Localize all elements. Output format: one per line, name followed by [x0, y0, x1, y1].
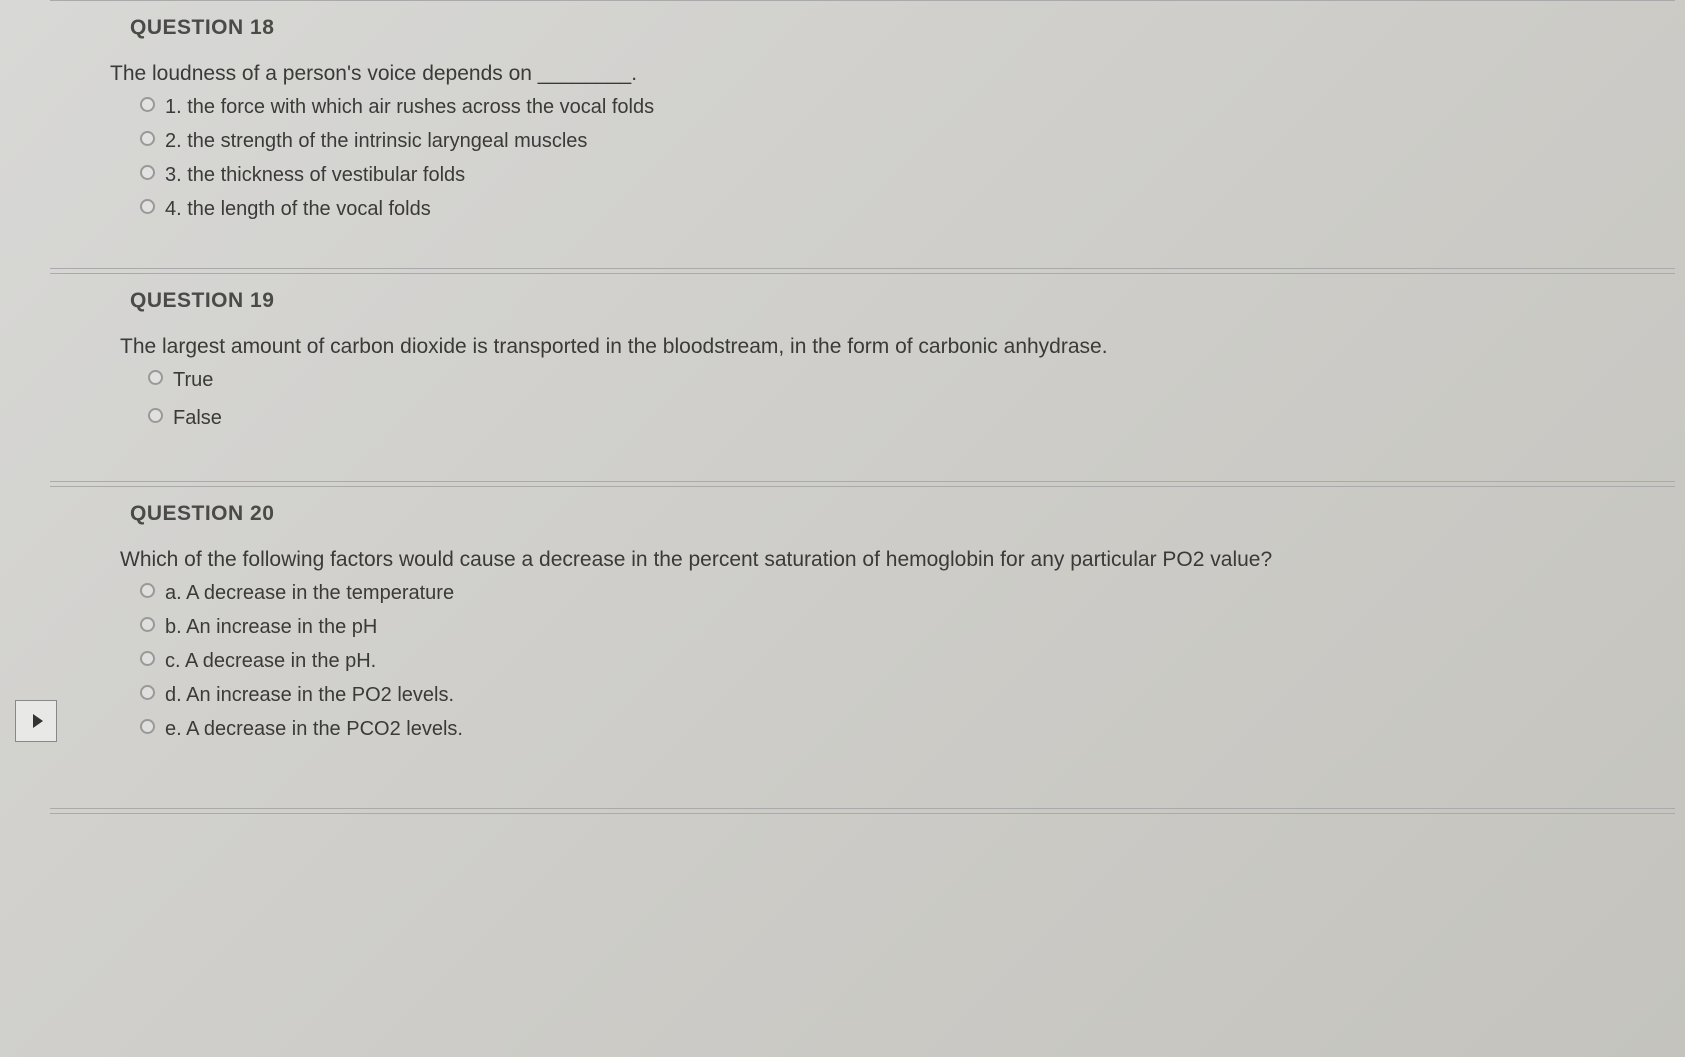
question-18-block: QUESTION 18 The loudness of a person's v… — [50, 1, 1675, 269]
option-label: e. A decrease in the PCO2 levels. — [165, 714, 463, 744]
option-item[interactable]: 2. the strength of the intrinsic larynge… — [140, 126, 1595, 156]
option-label: 4. the length of the vocal folds — [165, 194, 431, 224]
radio-icon[interactable] — [140, 617, 155, 632]
question-19-prompt: The largest amount of carbon dioxide is … — [120, 335, 1595, 359]
option-label: 3. the thickness of vestibular folds — [165, 160, 465, 190]
option-label: True — [173, 365, 213, 395]
radio-icon[interactable] — [140, 651, 155, 666]
option-item[interactable]: True — [148, 365, 1595, 395]
option-label: b. An increase in the pH — [165, 612, 377, 642]
option-label: a. A decrease in the temperature — [165, 578, 454, 608]
radio-icon[interactable] — [148, 408, 163, 423]
radio-icon[interactable] — [148, 370, 163, 385]
radio-icon[interactable] — [140, 199, 155, 214]
option-item[interactable]: b. An increase in the pH — [140, 612, 1595, 642]
question-20-block: QUESTION 20 Which of the following facto… — [50, 482, 1675, 809]
play-icon — [33, 714, 43, 728]
option-label: d. An increase in the PO2 levels. — [165, 680, 454, 710]
play-button[interactable] — [15, 700, 57, 742]
question-20-options: a. A decrease in the temperature b. An i… — [140, 578, 1595, 744]
option-item[interactable]: 3. the thickness of vestibular folds — [140, 160, 1595, 190]
question-18-prompt: The loudness of a person's voice depends… — [110, 62, 1595, 86]
option-item[interactable]: a. A decrease in the temperature — [140, 578, 1595, 608]
radio-icon[interactable] — [140, 583, 155, 598]
question-19-block: QUESTION 19 The largest amount of carbon… — [50, 269, 1675, 482]
option-item[interactable]: d. An increase in the PO2 levels. — [140, 680, 1595, 710]
question-18-title: QUESTION 18 — [130, 16, 1595, 40]
option-item[interactable]: 1. the force with which air rushes acros… — [140, 92, 1595, 122]
radio-icon[interactable] — [140, 719, 155, 734]
option-label: c. A decrease in the pH. — [165, 646, 376, 676]
option-item[interactable]: c. A decrease in the pH. — [140, 646, 1595, 676]
question-20-prompt: Which of the following factors would cau… — [120, 548, 1595, 572]
question-19-title: QUESTION 19 — [130, 289, 1595, 313]
option-label: 2. the strength of the intrinsic larynge… — [165, 126, 587, 156]
option-label: False — [173, 403, 222, 433]
question-20-title: QUESTION 20 — [130, 502, 1595, 526]
radio-icon[interactable] — [140, 165, 155, 180]
option-item[interactable]: 4. the length of the vocal folds — [140, 194, 1595, 224]
radio-icon[interactable] — [140, 97, 155, 112]
question-18-options: 1. the force with which air rushes acros… — [140, 92, 1595, 224]
question-19-options: True False — [148, 365, 1595, 433]
option-label: 1. the force with which air rushes acros… — [165, 92, 654, 122]
option-item[interactable]: False — [148, 403, 1595, 433]
quiz-container: QUESTION 18 The loudness of a person's v… — [0, 1, 1685, 809]
option-item[interactable]: e. A decrease in the PCO2 levels. — [140, 714, 1595, 744]
radio-icon[interactable] — [140, 131, 155, 146]
radio-icon[interactable] — [140, 685, 155, 700]
